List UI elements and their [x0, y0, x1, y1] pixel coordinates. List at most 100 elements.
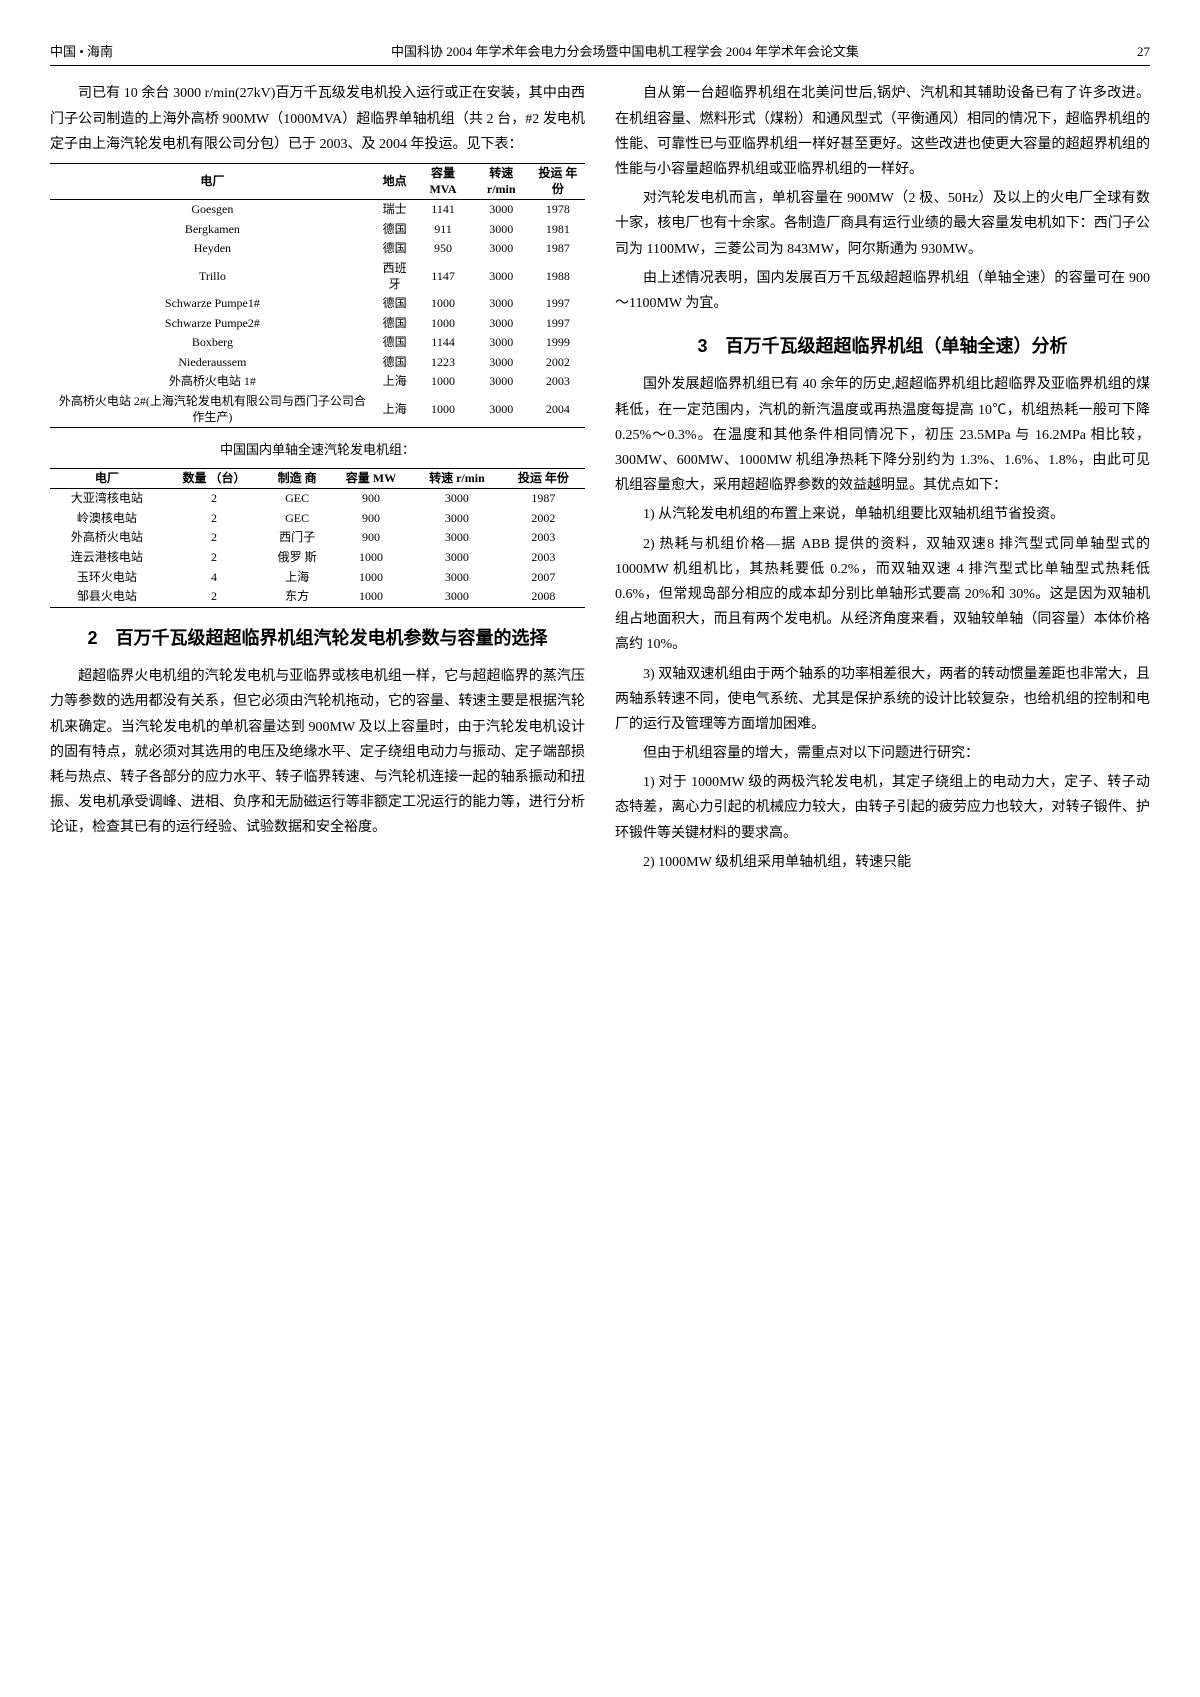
td: 911	[414, 220, 471, 240]
td: 俄罗 斯	[264, 548, 330, 568]
table-row: Schwarze Pumpe2#德国100030001997	[50, 314, 585, 334]
td: 2002	[502, 509, 585, 529]
td: GEC	[264, 489, 330, 509]
table-row: 岭澳核电站2GEC90030002002	[50, 509, 585, 529]
td: 4	[164, 568, 265, 588]
td: 外高桥火电站 2#(上海汽轮发电机有限公司与西门子公司合作生产)	[50, 392, 375, 428]
table-row: 大亚湾核电站2GEC90030001987	[50, 489, 585, 509]
td: Schwarze Pumpe1#	[50, 294, 375, 314]
td: 3000	[472, 372, 531, 392]
table-row: Trillo西班牙114730001988	[50, 259, 585, 294]
td: 2008	[502, 587, 585, 607]
td: 大亚湾核电站	[50, 489, 164, 509]
paragraph-1: 司已有 10 余台 3000 r/min(27kV)百万千瓦级发电机投入运行或正…	[50, 81, 585, 157]
table-row: 玉环火电站4上海100030002007	[50, 568, 585, 588]
table-1: 电厂 地点 容量 MVA 转速 r/min 投运 年份 Goesgen瑞士114…	[50, 163, 585, 428]
td: 900	[330, 528, 412, 548]
td: 1000	[414, 372, 471, 392]
td: GEC	[264, 509, 330, 529]
th: 数量 （台）	[164, 468, 265, 489]
th: 容量 MW	[330, 468, 412, 489]
td: 1997	[531, 314, 585, 334]
td: 2003	[531, 372, 585, 392]
td: Trillo	[50, 259, 375, 294]
td: 900	[330, 509, 412, 529]
table-row: 外高桥火电站 2#(上海汽轮发电机有限公司与西门子公司合作生产)上海100030…	[50, 392, 585, 428]
td: 2003	[502, 548, 585, 568]
th: 电厂	[50, 163, 375, 199]
paragraph-2: 超超临界火电机组的汽轮发电机与亚临界或核电机组一样，它与超超临界的蒸汽压力等参数…	[50, 664, 585, 840]
td: 德国	[375, 239, 415, 259]
td: 1987	[502, 489, 585, 509]
td: 上海	[375, 392, 415, 428]
paragraph-4: 对汽轮发电机而言，单机容量在 900MW（2 极、50Hz）及以上的火电厂全球有…	[615, 186, 1150, 262]
td: Goesgen	[50, 200, 375, 220]
td: 3000	[412, 587, 502, 607]
td: 950	[414, 239, 471, 259]
td: 1000	[330, 587, 412, 607]
td: 2	[164, 528, 265, 548]
td: 外高桥火电站 1#	[50, 372, 375, 392]
td: Boxberg	[50, 333, 375, 353]
heading-3: 3 百万千瓦级超超临界机组（单轴全速）分析	[615, 330, 1150, 362]
td: 2004	[531, 392, 585, 428]
table-row: Boxberg德国114430001999	[50, 333, 585, 353]
td: 3000	[472, 200, 531, 220]
th: 制造 商	[264, 468, 330, 489]
paragraph-11: 1) 对于 1000MW 级的两极汽轮发电机，其定子绕组上的电动力大，定子、转子…	[615, 770, 1150, 846]
td: Niederaussem	[50, 353, 375, 373]
table-row: 外高桥火电站2西门子90030002003	[50, 528, 585, 548]
td: 2	[164, 489, 265, 509]
td: 3000	[412, 568, 502, 588]
td: 德国	[375, 333, 415, 353]
paragraph-7: 1) 从汽轮发电机组的布置上来说，单轴机组要比双轴机组节省投资。	[615, 502, 1150, 527]
td: 1000	[414, 314, 471, 334]
header-center: 中国科协 2004 年学术年会电力分会场暨中国电机工程学会 2004 年学术年会…	[391, 40, 859, 63]
td: 1000	[414, 392, 471, 428]
table2-caption: 中国国内单轴全速汽轮发电机组：	[50, 438, 585, 461]
td: 3000	[412, 548, 502, 568]
table-row: Bergkamen德国91130001981	[50, 220, 585, 240]
th: 投运 年份	[531, 163, 585, 199]
td: 3000	[472, 259, 531, 294]
table-2: 电厂 数量 （台） 制造 商 容量 MW 转速 r/min 投运 年份 大亚湾核…	[50, 468, 585, 608]
table-row: 外高桥火电站 1#上海100030002003	[50, 372, 585, 392]
table-row: 连云港核电站2俄罗 斯100030002003	[50, 548, 585, 568]
td: 东方	[264, 587, 330, 607]
table-row: Goesgen瑞士114130001978	[50, 200, 585, 220]
paragraph-5: 由上述情况表明，国内发展百万千瓦级超超临界机组（单轴全速）的容量可在 900～1…	[615, 266, 1150, 316]
td: 上海	[264, 568, 330, 588]
td: 邹县火电站	[50, 587, 164, 607]
td: 1000	[330, 548, 412, 568]
th: 转速 r/min	[472, 163, 531, 199]
td: 3000	[472, 294, 531, 314]
td: 德国	[375, 353, 415, 373]
td: 2	[164, 548, 265, 568]
table-row: Heyden德国95030001987	[50, 239, 585, 259]
td: 3000	[412, 509, 502, 529]
td: 2002	[531, 353, 585, 373]
heading-2: 2 百万千瓦级超超临界机组汽轮发电机参数与容量的选择	[50, 622, 585, 654]
td: 上海	[375, 372, 415, 392]
table-row: Niederaussem德国122330002002	[50, 353, 585, 373]
td: 1988	[531, 259, 585, 294]
td: 1987	[531, 239, 585, 259]
paragraph-6: 国外发展超临界机组已有 40 余年的历史,超超临界机组比超临界及亚临界机组的煤耗…	[615, 372, 1150, 498]
td: 2007	[502, 568, 585, 588]
td: 2	[164, 509, 265, 529]
td: 3000	[472, 353, 531, 373]
td: 1141	[414, 200, 471, 220]
td: Bergkamen	[50, 220, 375, 240]
td: 1999	[531, 333, 585, 353]
td: 3000	[472, 220, 531, 240]
td: 3000	[412, 528, 502, 548]
td: 3000	[412, 489, 502, 509]
td: 西门子	[264, 528, 330, 548]
td: 3000	[472, 314, 531, 334]
td: 3000	[472, 239, 531, 259]
table-row: 电厂 数量 （台） 制造 商 容量 MW 转速 r/min 投运 年份	[50, 468, 585, 489]
td: 1000	[330, 568, 412, 588]
td: 瑞士	[375, 200, 415, 220]
td: 1144	[414, 333, 471, 353]
th: 转速 r/min	[412, 468, 502, 489]
